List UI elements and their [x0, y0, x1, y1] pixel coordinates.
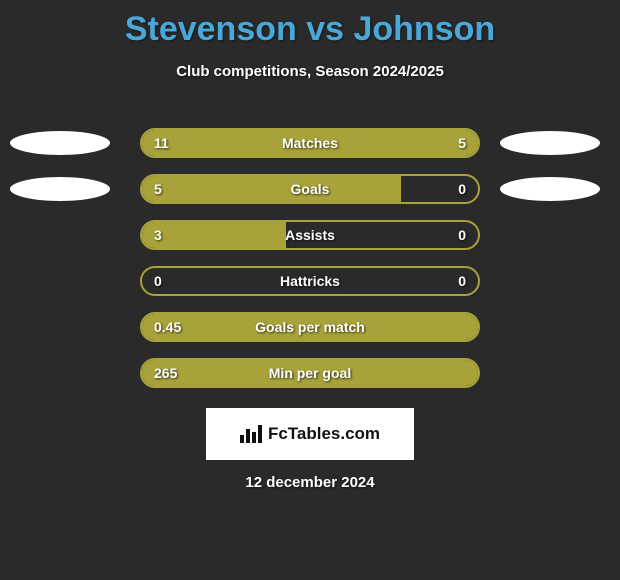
subtitle: Club competitions, Season 2024/2025: [0, 63, 620, 80]
stat-label: Hattricks: [142, 268, 478, 294]
stat-bar-track: 11Matches5: [140, 128, 480, 158]
stat-bar-track: 0Hattricks0: [140, 266, 480, 296]
stat-value-right: 0: [458, 176, 466, 202]
player-right-oval: [500, 131, 600, 155]
stat-row: 265Min per goal: [0, 350, 620, 396]
stat-row: 5Goals0: [0, 166, 620, 212]
stat-value-right: 5: [458, 130, 466, 156]
brand-box: FcTables.com: [206, 408, 414, 460]
stat-label: Min per goal: [142, 360, 478, 386]
brand-text: FcTables.com: [268, 424, 380, 444]
stat-bar-track: 0.45Goals per match: [140, 312, 480, 342]
stat-bar-track: 265Min per goal: [140, 358, 480, 388]
stat-row: 0Hattricks0: [0, 258, 620, 304]
stat-bar-track: 5Goals0: [140, 174, 480, 204]
player-right-oval: [500, 177, 600, 201]
stat-label: Assists: [142, 222, 478, 248]
date-text: 12 december 2024: [0, 474, 620, 491]
player-left-oval: [10, 177, 110, 201]
brand-bars-icon: [240, 425, 262, 443]
stats-container: 11Matches55Goals03Assists00Hattricks00.4…: [0, 120, 620, 396]
page-title: Stevenson vs Johnson: [0, 0, 620, 49]
stat-label: Goals: [142, 176, 478, 202]
stat-bar-track: 3Assists0: [140, 220, 480, 250]
stat-row: 3Assists0: [0, 212, 620, 258]
player-left-oval: [10, 131, 110, 155]
stat-row: 11Matches5: [0, 120, 620, 166]
stat-label: Goals per match: [142, 314, 478, 340]
stat-label: Matches: [142, 130, 478, 156]
stat-value-right: 0: [458, 222, 466, 248]
stat-row: 0.45Goals per match: [0, 304, 620, 350]
stat-value-right: 0: [458, 268, 466, 294]
